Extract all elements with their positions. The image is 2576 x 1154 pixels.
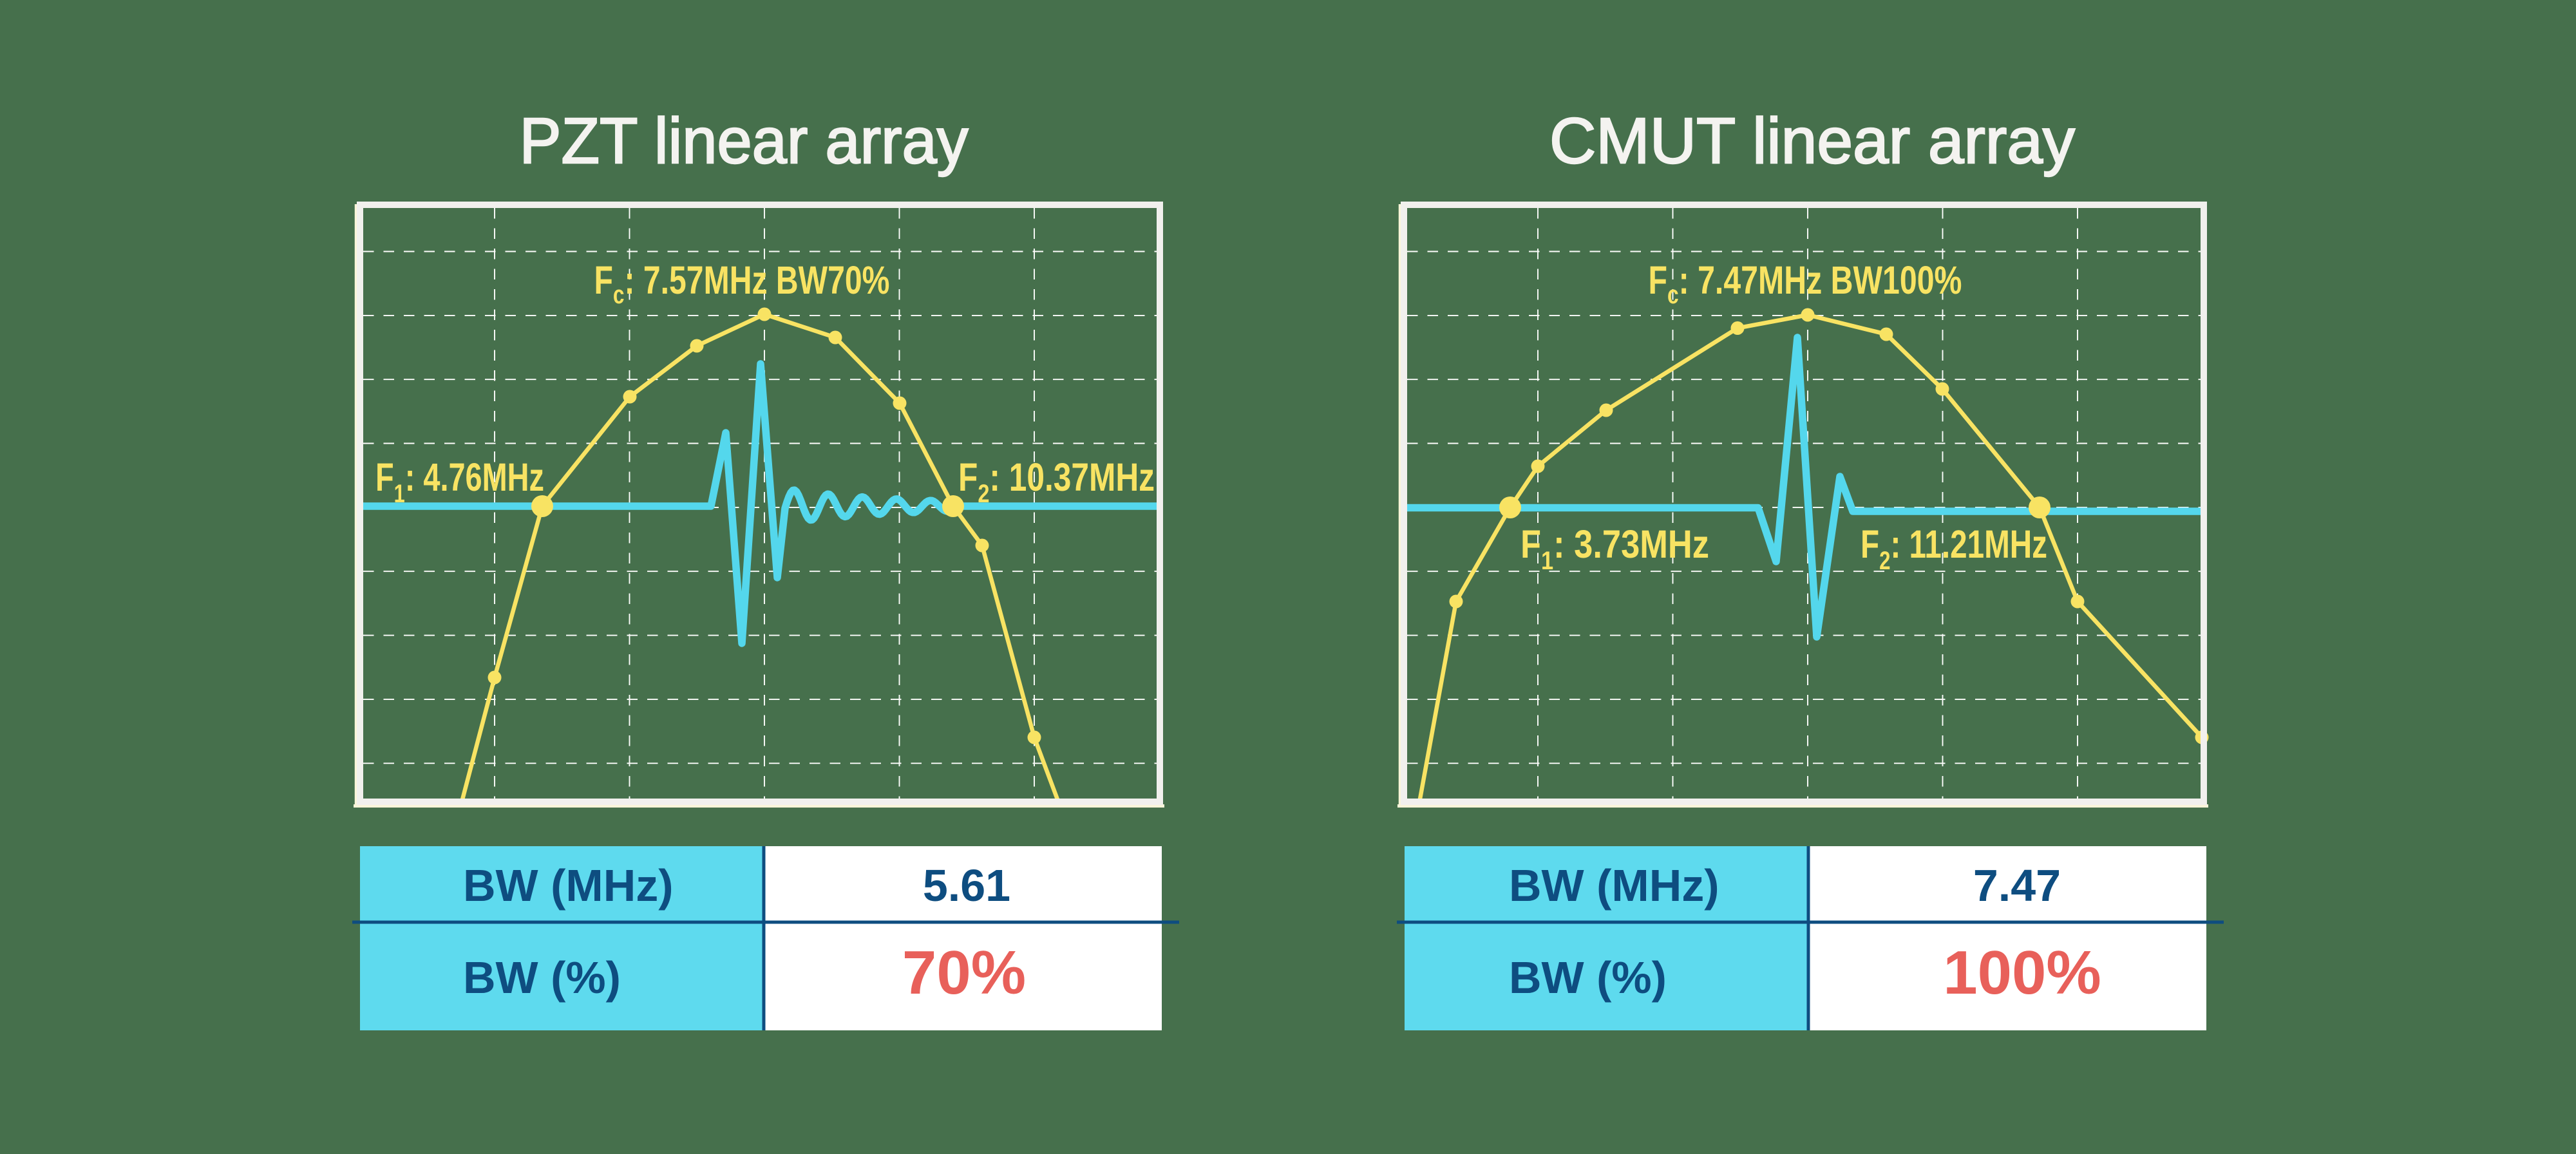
svg-text:Fc: 7.47MHz BW100%: Fc: 7.47MHz BW100% [1649,258,1962,309]
svg-text:BW (%): BW (%) [1509,952,1667,1003]
svg-text:BW (%): BW (%) [463,952,621,1003]
svg-text:7.47: 7.47 [1973,860,2061,911]
svg-text:BW (MHz): BW (MHz) [1509,860,1719,911]
svg-text:CMUT linear array: CMUT linear array [1549,105,2075,177]
svg-text:BW (MHz): BW (MHz) [463,860,674,911]
svg-text:PZT linear array: PZT linear array [520,105,969,177]
svg-text:70%: 70% [902,938,1026,1007]
svg-text:100%: 100% [1943,938,2101,1007]
svg-text:Fc: 7.57MHz BW70%: Fc: 7.57MHz BW70% [594,258,890,309]
svg-text:5.61: 5.61 [923,860,1010,911]
